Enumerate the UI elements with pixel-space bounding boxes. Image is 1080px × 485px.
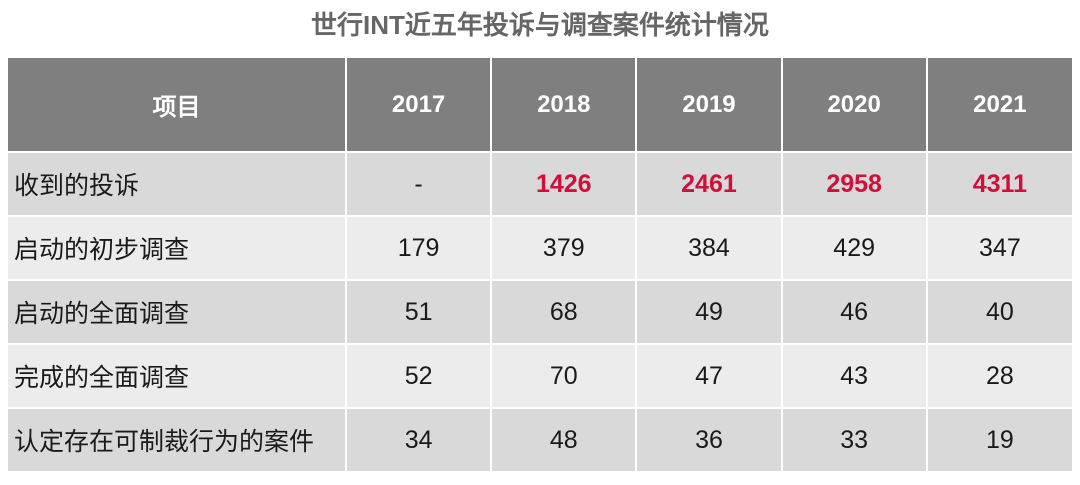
table-cell: - (346, 152, 493, 216)
column-header-2018: 2018 (491, 58, 638, 152)
table-cell: 19 (926, 408, 1072, 471)
table-cell: 384 (636, 216, 783, 280)
header-row: 项目 2017 2018 2019 2020 2021 (8, 58, 1072, 152)
table-row: 启动的全面调查 51 68 49 46 40 (8, 280, 1072, 344)
row-label: 认定存在可制裁行为的案件 (8, 408, 347, 471)
table-cell: 2461 (636, 152, 783, 216)
table-cell: 51 (346, 280, 493, 344)
table-cell: 49 (636, 280, 783, 344)
table-row: 启动的初步调查 179 379 384 429 347 (8, 216, 1072, 280)
table-cell: 36 (636, 408, 783, 471)
table-cell: 48 (491, 408, 638, 471)
table-cell: 33 (781, 408, 928, 471)
table-cell: 4311 (926, 152, 1072, 216)
row-label: 启动的初步调查 (8, 216, 347, 280)
column-header-2021: 2021 (926, 58, 1072, 152)
table-cell: 47 (636, 344, 783, 408)
table-cell: 40 (926, 280, 1072, 344)
column-header-item: 项目 (8, 58, 347, 152)
column-header-2020: 2020 (781, 58, 928, 152)
row-label: 启动的全面调查 (8, 280, 347, 344)
row-label: 完成的全面调查 (8, 344, 347, 408)
statistics-table: 项目 2017 2018 2019 2020 2021 收到的投诉 -1426 24… (8, 58, 1072, 471)
table-row: 收到的投诉 -1426 2461 2958 4311 (8, 152, 1072, 216)
table-row: 认定存在可制裁行为的案件 34 48 36 33 19 (8, 408, 1072, 471)
table-cell: 68 (491, 280, 638, 344)
table-cell: 2958 (781, 152, 928, 216)
row-label: 收到的投诉 (8, 152, 347, 216)
table-cell: 70 (491, 344, 638, 408)
column-header-2019: 2019 (636, 58, 783, 152)
table-cell: 1426 (491, 152, 638, 216)
table-cell: 379 (491, 216, 638, 280)
table-cell: 179 (346, 216, 493, 280)
column-header-2017: 2017 (346, 58, 493, 152)
table-cell: 347 (926, 216, 1072, 280)
table-row: 完成的全面调查 52 70 47 43 28 (8, 344, 1072, 408)
table-container: 项目 2017 2018 2019 2020 2021 收到的投诉 -1426 24… (8, 58, 1072, 471)
table-cell: 46 (781, 280, 928, 344)
table-body: 收到的投诉 -1426 2461 2958 4311 启动的初步调查 179 379 384 42… (8, 152, 1072, 471)
table-cell: 43 (781, 344, 928, 408)
table-cell: 34 (346, 408, 493, 471)
table-cell: 28 (926, 344, 1072, 408)
chart-title: 世行INT近五年投诉与调查案件统计情况 (311, 10, 769, 40)
table-cell: 52 (346, 344, 493, 408)
table-cell: 429 (781, 216, 928, 280)
